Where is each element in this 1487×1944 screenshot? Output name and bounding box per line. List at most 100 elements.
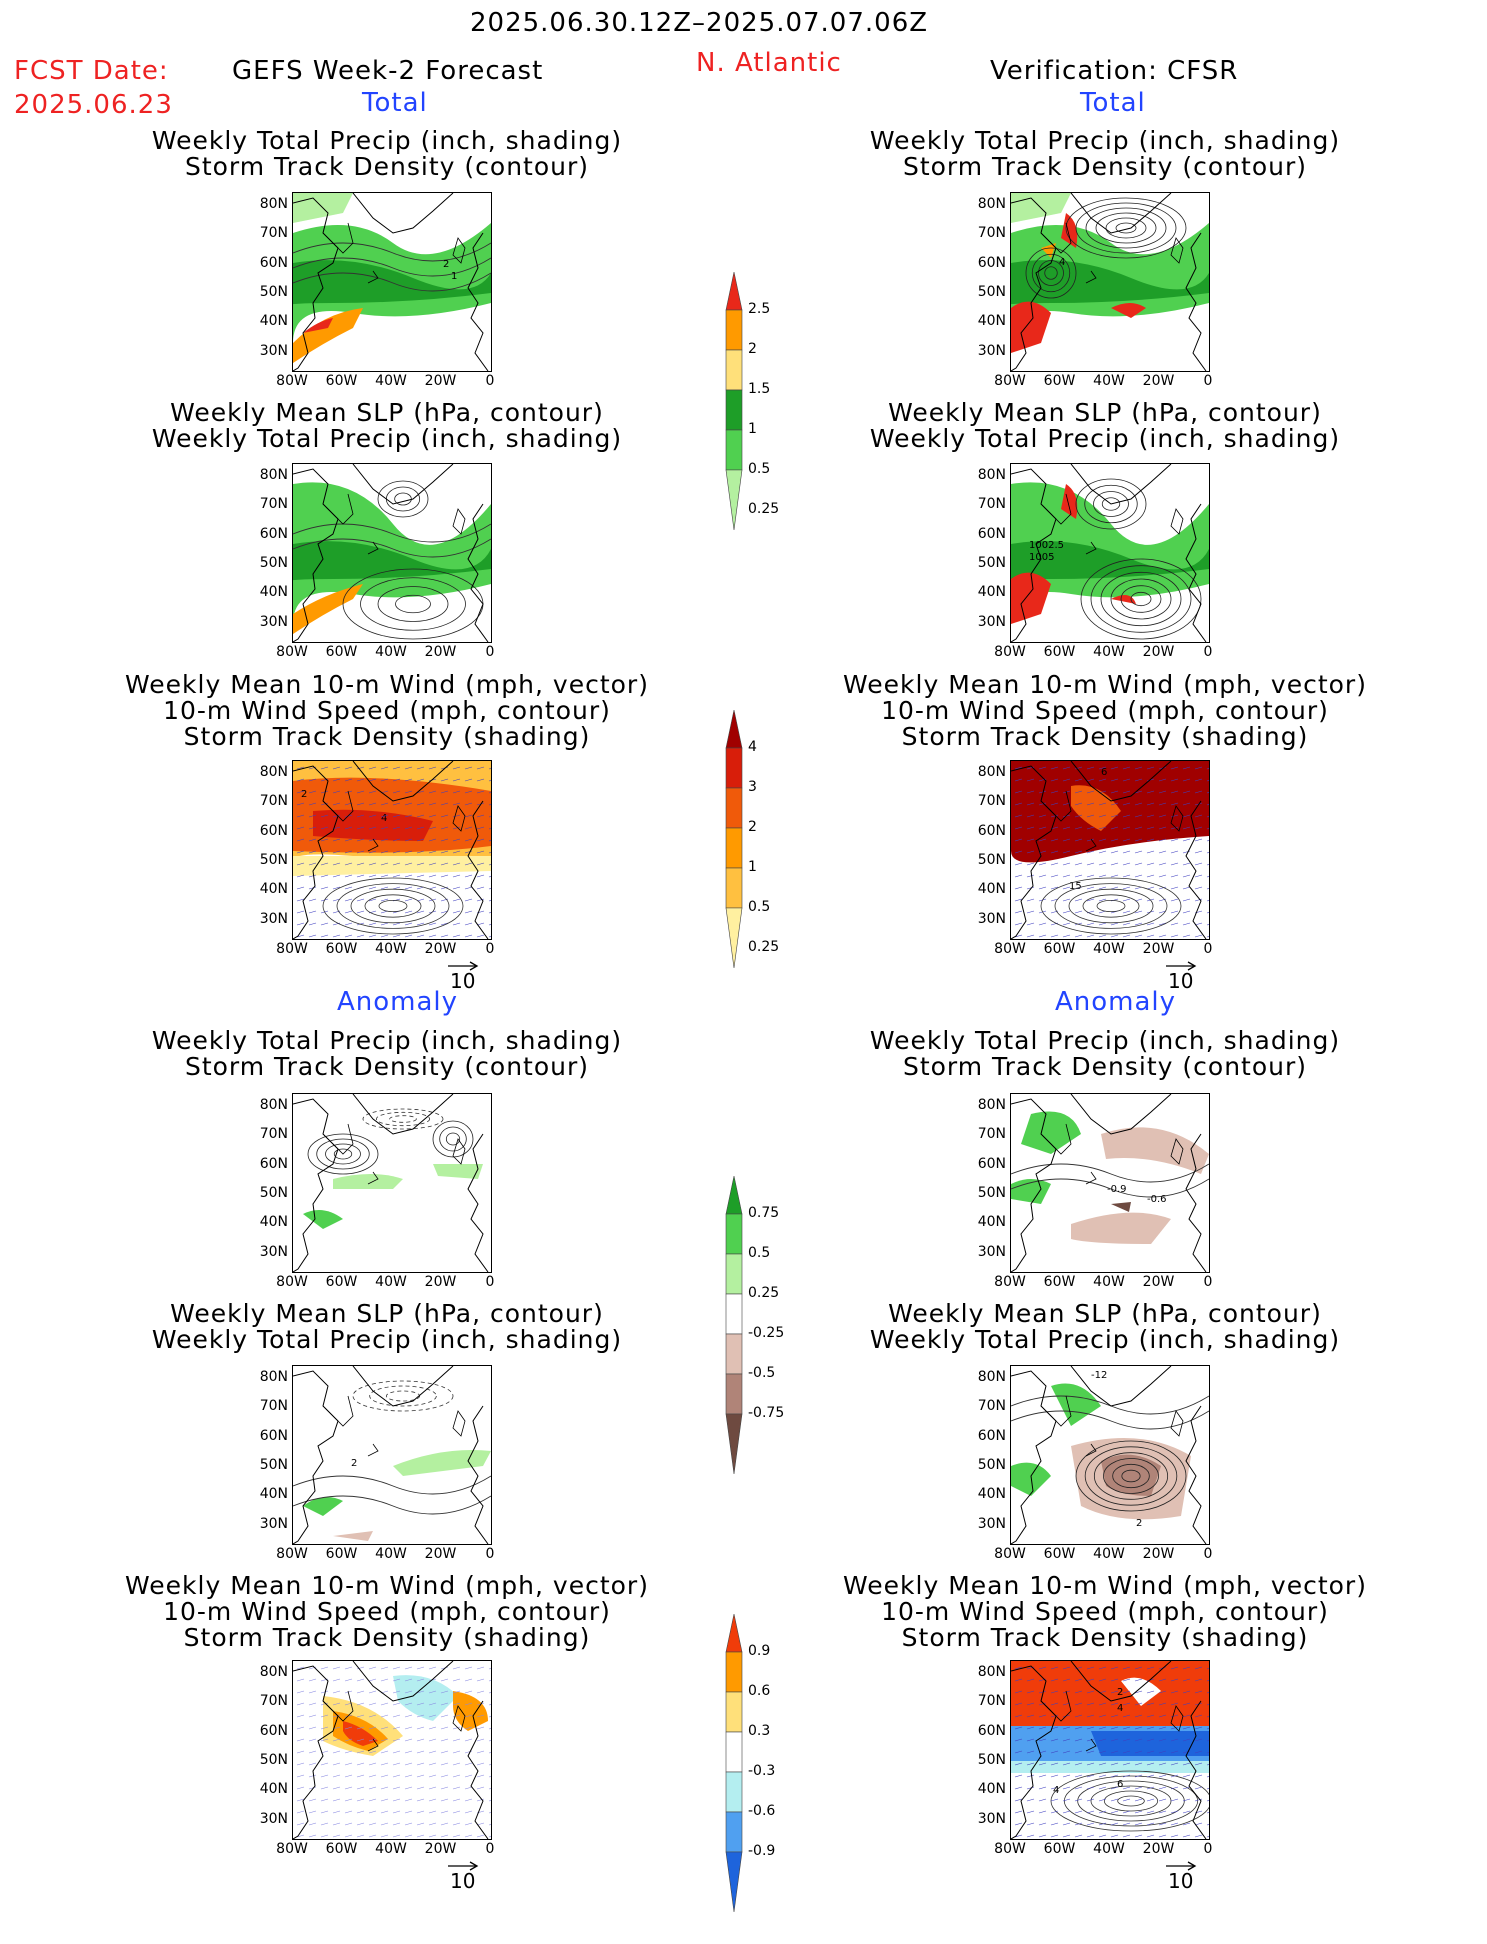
map-panel-precip_total-right: 4 bbox=[1010, 192, 1210, 372]
colorbar-label: 0.5 bbox=[748, 461, 771, 477]
colorbar-label: -0.9 bbox=[748, 1843, 776, 1859]
lat-tick-label: 70N bbox=[977, 1693, 1006, 1710]
lon-tick-label: 20W bbox=[424, 373, 457, 389]
contour-label: 4 bbox=[1053, 1785, 1059, 1796]
map-panel-wind_total-right: 6 15 bbox=[1010, 760, 1210, 940]
lon-tick-label: 80W bbox=[994, 1274, 1026, 1290]
lon-tick-label: 20W bbox=[1142, 1546, 1175, 1562]
colorbar-top-arrow bbox=[725, 271, 743, 311]
colorbar-segment bbox=[725, 1373, 743, 1415]
panel-title-line: Weekly Total Precip (inch, shading) bbox=[151, 126, 623, 155]
lat-tick-label: 30N bbox=[259, 1243, 288, 1260]
lon-tick-label: 60W bbox=[1043, 1841, 1076, 1857]
lon-tick-label: 0 bbox=[1203, 1841, 1213, 1857]
colorbar-label: 0.25 bbox=[748, 939, 780, 955]
colorbar-segment bbox=[725, 1293, 743, 1335]
lat-tick-label: 30N bbox=[259, 1810, 288, 1827]
lon-tick-label: 40W bbox=[375, 644, 407, 660]
map-panel-slp_anom-right: -12 2 bbox=[1010, 1365, 1210, 1545]
lat-tick-label: 40N bbox=[977, 881, 1006, 898]
left-title: GEFS Week-2 Forecast bbox=[232, 56, 544, 86]
lon-tick-label: 80W bbox=[994, 1841, 1026, 1857]
vector-reference: 10 bbox=[448, 1861, 479, 1893]
panel-title-line: Storm Track Density (contour) bbox=[902, 1052, 1308, 1081]
contour-label: 4 bbox=[1117, 1703, 1123, 1714]
colorbar-bottom-arrow bbox=[725, 1413, 743, 1475]
colorbar-label: 0.3 bbox=[748, 1723, 771, 1739]
lon-tick-label: 0 bbox=[1203, 941, 1213, 957]
lon-tick-label: 20W bbox=[424, 644, 457, 660]
lat-tick-label: 70N bbox=[977, 225, 1006, 242]
lon-tick-label: 80W bbox=[276, 1274, 308, 1290]
lat-tick-label: 30N bbox=[259, 910, 288, 927]
vector-reference-label: 10 bbox=[1168, 969, 1194, 993]
lon-tick-label: 40W bbox=[375, 1841, 407, 1857]
contour-label: 1002.5 bbox=[1029, 540, 1064, 551]
lat-tick-label: 70N bbox=[259, 1693, 288, 1710]
lon-tick-label: 60W bbox=[325, 644, 358, 660]
lat-tick-label: 60N bbox=[977, 1722, 1006, 1739]
colorbar-storm-total: 4 3 2 1 0.5 0.25 bbox=[724, 708, 800, 996]
lat-tick-label: 60N bbox=[259, 822, 288, 839]
contour-label: 4 bbox=[381, 813, 387, 824]
lat-tick-label: 80N bbox=[259, 196, 288, 212]
lon-tick-label: 0 bbox=[485, 644, 495, 660]
lat-tick-label: 50N bbox=[259, 1751, 288, 1768]
lat-tick-label: 80N bbox=[977, 1664, 1006, 1680]
section-anomaly-left: Anomaly bbox=[337, 987, 459, 1017]
colorbar-segment bbox=[725, 1333, 743, 1375]
lat-tick-label: 80N bbox=[259, 1369, 288, 1385]
lon-tick-label: 20W bbox=[424, 1274, 457, 1290]
lon-tick-label: 0 bbox=[1203, 373, 1213, 389]
vector-arrow-icon bbox=[448, 1861, 479, 1871]
contour-label: 6 bbox=[1117, 1779, 1123, 1790]
colorbar-segment bbox=[725, 1731, 743, 1773]
colorbar-label: -0.3 bbox=[748, 1763, 776, 1779]
colorbar-label: -0.5 bbox=[748, 1365, 776, 1381]
lat-tick-label: 80N bbox=[977, 764, 1006, 780]
vector-arrow-icon bbox=[448, 961, 479, 971]
colorbar-label: 2.5 bbox=[748, 301, 771, 317]
lat-tick-label: 70N bbox=[977, 496, 1006, 513]
colorbar-label: 0.25 bbox=[748, 501, 780, 517]
colorbar-label: 0.75 bbox=[748, 1205, 780, 1221]
contour-label: -12 bbox=[1091, 1370, 1107, 1381]
colorbar-label: 1.5 bbox=[748, 381, 771, 397]
panel-title-line: Storm Track Density (shading) bbox=[183, 722, 591, 751]
panel-title-line: 10-m Wind Speed (mph, contour) bbox=[881, 696, 1329, 725]
colorbar-label: 0.5 bbox=[748, 1245, 771, 1261]
lat-tick-label: 80N bbox=[977, 467, 1006, 483]
contour-label: 2 bbox=[1117, 1687, 1123, 1698]
map-panel-precip_anom-left bbox=[292, 1093, 492, 1273]
lat-tick-label: 80N bbox=[977, 1097, 1006, 1113]
panel-title-line: Weekly Total Precip (inch, shading) bbox=[151, 1026, 623, 1055]
vector-arrow-icon bbox=[1166, 961, 1197, 971]
map-panel-slp_anom-left: 2 bbox=[292, 1365, 492, 1545]
contour-label: 2 bbox=[1136, 1518, 1142, 1529]
lat-tick-label: 50N bbox=[259, 1184, 288, 1201]
lon-tick-label: 0 bbox=[485, 941, 495, 957]
lat-tick-label: 60N bbox=[977, 525, 1006, 542]
lat-tick-label: 50N bbox=[259, 554, 288, 571]
lon-tick-label: 60W bbox=[1043, 373, 1076, 389]
lat-tick-label: 40N bbox=[259, 1486, 288, 1503]
panel-title-line: Weekly Mean SLP (hPa, contour) bbox=[888, 1299, 1322, 1328]
panel-title-line: Weekly Total Precip (inch, shading) bbox=[869, 1325, 1341, 1354]
panel-title-line: Storm Track Density (shading) bbox=[901, 1623, 1309, 1652]
panel-title-line: Weekly Mean SLP (hPa, contour) bbox=[170, 398, 604, 427]
colorbar-bottom-arrow bbox=[725, 469, 743, 531]
lon-tick-label: 20W bbox=[1142, 1841, 1175, 1857]
lat-tick-label: 40N bbox=[977, 584, 1006, 601]
lon-tick-label: 40W bbox=[375, 1546, 407, 1562]
lon-tick-label: 20W bbox=[1142, 373, 1175, 389]
colorbar-segment bbox=[725, 1771, 743, 1813]
colorbar-storm-anomaly: 0.9 0.6 0.3 -0.3 -0.6 -0.9 bbox=[724, 1612, 800, 1940]
contour-label: 1 bbox=[451, 271, 457, 282]
lon-tick-label: 80W bbox=[276, 1841, 308, 1857]
lon-tick-label: 80W bbox=[994, 941, 1026, 957]
lat-tick-label: 40N bbox=[259, 1781, 288, 1798]
section-total-left: Total bbox=[362, 88, 428, 118]
panel-title-line: Weekly Total Precip (inch, shading) bbox=[869, 424, 1341, 453]
lat-tick-label: 60N bbox=[977, 822, 1006, 839]
